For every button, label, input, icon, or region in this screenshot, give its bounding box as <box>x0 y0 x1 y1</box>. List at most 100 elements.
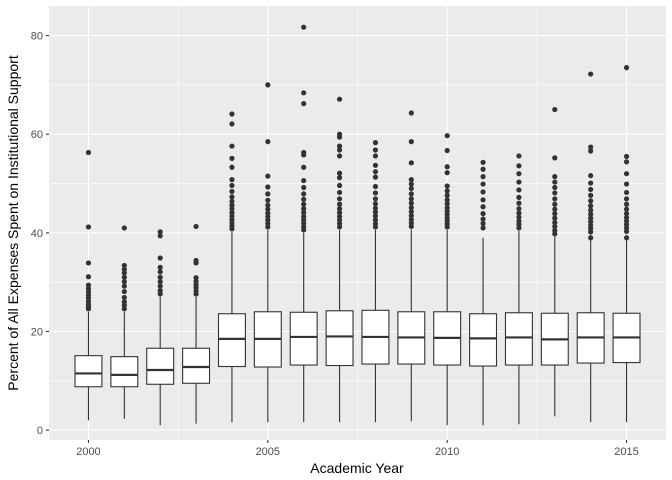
outlier-point <box>552 219 558 226</box>
outlier-point <box>408 181 414 187</box>
y-tick-label-40: 40 <box>31 228 43 240</box>
outlier-point <box>265 197 271 203</box>
iqr-box <box>217 313 246 368</box>
outlier-point <box>623 211 630 217</box>
outlier-point <box>336 170 343 176</box>
box-2000 <box>74 149 103 421</box>
outlier-point <box>408 213 414 219</box>
outlier-point <box>408 209 414 215</box>
outlier-point <box>265 210 271 216</box>
outlier-point <box>480 216 486 222</box>
outlier-point <box>336 206 343 212</box>
outlier-point <box>121 288 127 295</box>
outlier-point <box>157 233 163 239</box>
outlier-point <box>265 173 271 179</box>
outlier-point <box>229 143 235 149</box>
outlier-point <box>588 215 594 221</box>
outlier-point <box>516 214 522 220</box>
outlier-point <box>408 177 414 183</box>
outlier-point <box>85 260 92 266</box>
outlier-point <box>552 190 558 196</box>
outlier-point <box>623 196 630 202</box>
outlier-point <box>480 225 486 231</box>
outlier-point <box>372 196 379 202</box>
outlier-point <box>372 201 379 207</box>
outlier-point <box>157 229 163 235</box>
outlier-point <box>336 201 343 207</box>
box-2012 <box>504 153 533 425</box>
outlier-point <box>588 71 594 77</box>
outlier-point <box>336 182 343 189</box>
outlier-point <box>85 274 92 280</box>
outlier-point <box>516 163 522 169</box>
box-2010 <box>433 133 462 426</box>
outlier-point <box>229 121 235 127</box>
outlier-point <box>444 147 450 154</box>
outlier-point <box>85 149 92 156</box>
outlier-point <box>408 200 414 206</box>
outlier-point <box>157 283 163 289</box>
outlier-point <box>336 210 343 216</box>
outlier-point <box>121 294 127 301</box>
outlier-point <box>480 174 486 180</box>
y-tick-label-20: 20 <box>31 327 43 339</box>
outlier-point <box>552 106 558 113</box>
outlier-point <box>480 181 486 187</box>
iqr-box <box>504 312 533 366</box>
outlier-point <box>623 214 630 221</box>
box-2002 <box>146 229 175 426</box>
outlier-point <box>588 207 594 213</box>
outlier-point <box>623 153 630 160</box>
box-2015 <box>612 65 641 423</box>
outlier-point <box>552 201 558 207</box>
outlier-point <box>229 182 235 189</box>
iqr-box <box>469 313 498 367</box>
outlier-point <box>552 196 558 202</box>
outlier-point <box>229 155 235 161</box>
outlier-point <box>408 216 414 223</box>
outlier-point <box>408 139 414 145</box>
iqr-box <box>110 356 139 388</box>
outlier-point <box>623 201 630 207</box>
outlier-point <box>588 186 594 193</box>
outlier-point <box>480 204 486 210</box>
outlier-point <box>588 203 594 209</box>
outlier-point <box>623 171 630 177</box>
outlier-point <box>408 205 414 211</box>
outlier-point <box>408 196 414 202</box>
outlier-point <box>301 149 307 156</box>
outlier-point <box>480 211 486 217</box>
outlier-point <box>301 201 307 207</box>
outlier-point <box>516 171 522 177</box>
outlier-point <box>552 174 558 180</box>
y-axis-title: Percent of All Expenses Spent on Institu… <box>5 55 21 391</box>
outlier-point <box>229 210 235 216</box>
outlier-point <box>229 177 235 183</box>
x-tick-label-2015: 2015 <box>614 446 638 458</box>
outlier-point <box>372 209 379 215</box>
outlier-point <box>229 164 235 170</box>
outlier-point <box>623 181 630 187</box>
outlier-point <box>552 223 558 230</box>
outlier-point <box>121 279 127 285</box>
outlier-point <box>516 218 522 224</box>
outlier-point <box>372 147 379 153</box>
outlier-point <box>301 191 307 197</box>
outlier-point <box>301 24 307 30</box>
outlier-point <box>444 192 450 198</box>
outlier-point <box>336 189 343 196</box>
outlier-point <box>336 147 343 153</box>
y-tick-label-0: 0 <box>37 425 43 437</box>
outlier-point <box>85 224 92 230</box>
outlier-point <box>588 180 594 186</box>
y-tick-label-60: 60 <box>31 129 43 141</box>
box-2006 <box>289 24 318 423</box>
outlier-point <box>157 269 163 275</box>
outlier-point <box>229 194 235 200</box>
outlier-point <box>336 143 343 149</box>
box-2001 <box>110 225 139 419</box>
outlier-point <box>372 140 379 146</box>
outlier-point <box>480 197 486 203</box>
outlier-point <box>265 139 271 145</box>
outlier-point <box>372 213 379 219</box>
